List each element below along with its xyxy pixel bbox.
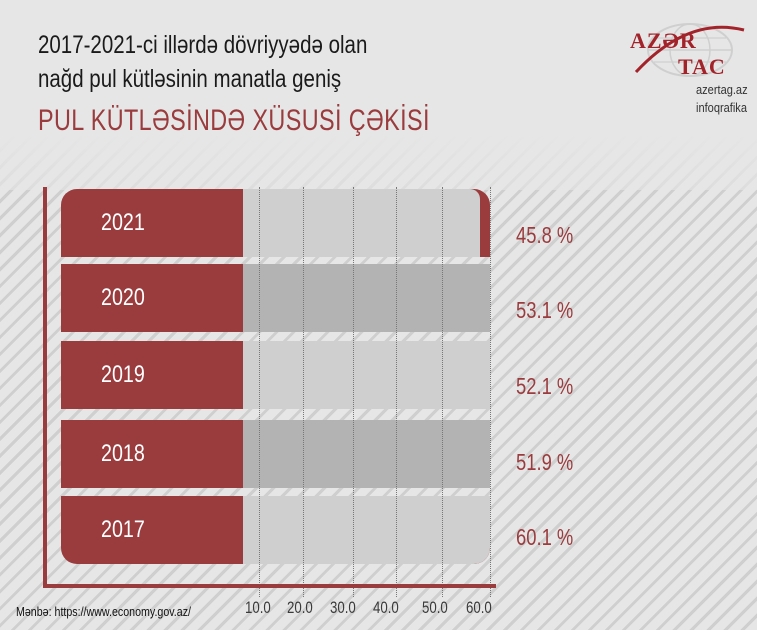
bar-category-label: 2020 (101, 284, 145, 311)
gridline-40 (396, 187, 397, 597)
logo-brand-line-1: AZƏR (630, 28, 697, 53)
value-label-2020: 53.1 % (516, 297, 574, 323)
bar-row-2018: 2018 (61, 420, 490, 488)
x-tick-60: 60.0 (466, 598, 492, 617)
bar-category-label: 2019 (101, 361, 145, 388)
x-tick-40: 40.0 (373, 598, 399, 617)
logo-label: infoqrafika (696, 100, 747, 115)
gridline-30 (353, 187, 354, 597)
x-tick-20: 20.0 (287, 598, 313, 617)
x-tick-30: 30.0 (330, 598, 356, 617)
gridline-20 (303, 187, 304, 597)
bar-category-label: 2018 (101, 440, 145, 467)
logo-brand-line-2: TAC (678, 54, 726, 79)
bar-row-2020: 2020 (61, 264, 490, 332)
title-line-2: nağd pul kütləsinin manatla geniş (38, 65, 342, 93)
globe-icon (634, 23, 745, 77)
header-background (0, 0, 757, 190)
bar-row-2017: 2017 (61, 496, 490, 564)
title-line-1: 2017-2021-ci illərdə dövriyyədə olan (38, 31, 368, 59)
source-note: Mənbə: https://www.economy.gov.az/ (16, 604, 191, 619)
x-tick-50: 50.0 (422, 598, 448, 617)
azertac-logo: AZƏR TAC azertag.az infoqrafika (618, 16, 748, 115)
x-axis-line (43, 584, 496, 588)
bar-row-2021: 2021 (61, 189, 490, 257)
y-axis-line (43, 187, 47, 588)
gridline-50 (442, 187, 443, 597)
chart-title: 2017-2021-ci illərdə dövriyyədə olan nağ… (38, 28, 367, 96)
bar-category-label: 2017 (101, 516, 145, 543)
bar-fill (243, 264, 490, 332)
gridline-60 (490, 187, 491, 597)
chart-subtitle: PUL KÜTLƏSİNDƏ XÜSUSİ ÇƏKİSİ (38, 104, 430, 137)
logo-site: azertag.az (696, 82, 748, 97)
bar-category-label: 2021 (101, 209, 145, 236)
bar-fill (243, 189, 480, 257)
bar-fill (243, 496, 490, 564)
bar-row-2019: 2019 (61, 341, 490, 409)
gridline-10 (259, 187, 260, 597)
bar-fill (243, 341, 490, 409)
x-tick-10: 10.0 (245, 598, 271, 617)
value-label-2017: 60.1 % (516, 524, 574, 550)
bar-fill (243, 420, 490, 488)
value-label-2021: 45.8 % (516, 222, 574, 248)
value-label-2018: 51.9 % (516, 449, 574, 475)
value-label-2019: 52.1 % (516, 373, 574, 399)
